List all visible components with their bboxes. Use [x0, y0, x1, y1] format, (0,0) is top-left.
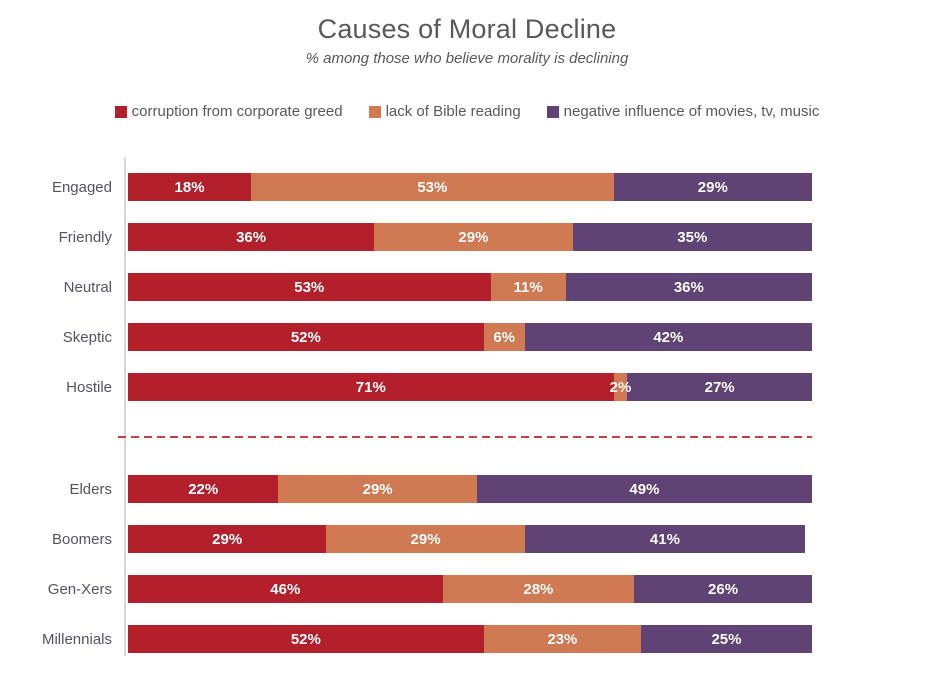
value-label: 23%: [547, 630, 578, 648]
bar-track: 52% 6% 42%: [128, 323, 812, 351]
stacked-bar-chart: Engaged 18% 53% 29% Friendly 36% 29% 35% Neutral…: [0, 157, 934, 664]
bar-segment-negative-influence-of-movies-tv-music: 26%: [634, 575, 812, 603]
value-label: 29%: [212, 530, 243, 548]
bar-row-hostile: Hostile 71% 2% 27%: [0, 362, 934, 412]
bar-segment-negative-influence-of-movies-tv-music: 49%: [476, 475, 812, 503]
value-label: 26%: [708, 580, 739, 598]
value-label: 28%: [523, 580, 554, 598]
value-label: 53%: [294, 278, 325, 296]
y-axis-line: [124, 157, 126, 656]
value-label: 53%: [417, 178, 448, 196]
legend-item-lack-of-bible-reading: lack of Bible reading: [368, 103, 521, 120]
bar-segment-negative-influence-of-movies-tv-music: 42%: [524, 323, 812, 351]
legend-swatch-icon: [368, 105, 381, 118]
value-label: 25%: [711, 630, 742, 648]
bar-row-neutral: Neutral 53% 11% 36%: [0, 262, 934, 312]
bar-row-gen-xers: Gen-Xers 46% 28% 26%: [0, 564, 934, 614]
legend-label: lack of Bible reading: [385, 103, 521, 120]
value-label: 29%: [410, 530, 441, 548]
value-label: 71%: [355, 378, 386, 396]
legend-item-negative-influence-of-movies-tv-music: negative influence of movies, tv, music: [546, 103, 820, 120]
chart-title: Causes of Moral Decline: [317, 14, 617, 44]
bar-segment-negative-influence-of-movies-tv-music: 27%: [627, 373, 812, 401]
value-label: 49%: [629, 480, 660, 498]
bar-row-elders: Elders 22% 29% 49%: [0, 464, 934, 514]
legend: corruption from corporate greed lack of B…: [0, 103, 934, 120]
bar-segment-corruption-from-corporate-greed: 52%: [128, 625, 484, 653]
group-divider-line: [118, 436, 812, 438]
bar-row-boomers: Boomers 29% 29% 41%: [0, 514, 934, 564]
value-label: 22%: [188, 480, 219, 498]
bar-segment-corruption-from-corporate-greed: 71%: [128, 373, 614, 401]
group-divider: [0, 412, 934, 464]
legend-swatch-icon: [546, 105, 559, 118]
legend-label: corruption from corporate greed: [131, 103, 343, 120]
bar-track: 36% 29% 35%: [128, 223, 812, 251]
bar-track: 46% 28% 26%: [128, 575, 812, 603]
value-label: 52%: [290, 328, 321, 346]
category-label: Gen-Xers: [47, 580, 112, 598]
bar-track: 22% 29% 49%: [128, 475, 812, 503]
bar-segment-lack-of-bible-reading: 29%: [374, 223, 573, 251]
legend-item-corruption-from-corporate-greed: corruption from corporate greed: [114, 103, 343, 120]
bar-segment-negative-influence-of-movies-tv-music: 41%: [524, 525, 806, 553]
value-label: 29%: [362, 480, 393, 498]
bar-row-engaged: Engaged 18% 53% 29%: [0, 162, 934, 212]
value-label: 35%: [677, 228, 708, 246]
category-label: Neutral: [63, 278, 112, 296]
bar-track: 18% 53% 29%: [128, 173, 812, 201]
bar-segment-corruption-from-corporate-greed: 29%: [128, 525, 327, 553]
category-label: Engaged: [51, 178, 112, 196]
bar-segment-lack-of-bible-reading: 23%: [483, 625, 641, 653]
value-label: 6%: [493, 328, 516, 346]
bar-track: 29% 29% 41%: [128, 525, 812, 553]
category-label: Skeptic: [62, 328, 112, 346]
bar-segment-negative-influence-of-movies-tv-music: 35%: [572, 223, 812, 251]
legend-label: negative influence of movies, tv, music: [563, 103, 820, 120]
chart-subtitle: % among those who believe morality is de…: [305, 50, 629, 67]
bar-segment-lack-of-bible-reading: 11%: [490, 273, 566, 301]
value-label: 36%: [236, 228, 267, 246]
value-label: 52%: [290, 630, 321, 648]
bar-track: 52% 23% 25%: [128, 625, 812, 653]
value-label: 46%: [270, 580, 301, 598]
bar-row-skeptic: Skeptic 52% 6% 42%: [0, 312, 934, 362]
value-label: 36%: [673, 278, 704, 296]
value-label: 27%: [704, 378, 735, 396]
bar-segment-negative-influence-of-movies-tv-music: 29%: [613, 173, 812, 201]
bar-segment-lack-of-bible-reading: 2%: [610, 373, 631, 401]
value-label: 41%: [649, 530, 680, 548]
bar-segment-corruption-from-corporate-greed: 52%: [128, 323, 484, 351]
category-label: Boomers: [51, 530, 112, 548]
bar-segment-corruption-from-corporate-greed: 53%: [128, 273, 491, 301]
value-label: 18%: [174, 178, 205, 196]
value-label: 29%: [697, 178, 728, 196]
value-label: 2%: [609, 378, 632, 396]
bar-segment-corruption-from-corporate-greed: 36%: [128, 223, 375, 251]
category-label: Hostile: [66, 378, 112, 396]
category-label: Millennials: [41, 630, 112, 648]
bar-segment-negative-influence-of-movies-tv-music: 25%: [640, 625, 812, 653]
bar-row-millennials: Millennials 52% 23% 25%: [0, 614, 934, 664]
category-label: Friendly: [58, 228, 112, 246]
bar-track: 71% 2% 27%: [128, 373, 812, 401]
bar-segment-lack-of-bible-reading: 6%: [483, 323, 525, 351]
value-label: 11%: [513, 278, 543, 296]
bar-track: 53% 11% 36%: [128, 273, 812, 301]
bar-segment-corruption-from-corporate-greed: 46%: [128, 575, 443, 603]
value-label: 42%: [653, 328, 684, 346]
bar-segment-lack-of-bible-reading: 29%: [326, 525, 525, 553]
bar-segment-lack-of-bible-reading: 28%: [442, 575, 635, 603]
bar-segment-lack-of-bible-reading: 53%: [251, 173, 614, 201]
bar-segment-corruption-from-corporate-greed: 18%: [128, 173, 252, 201]
bar-segment-lack-of-bible-reading: 29%: [278, 475, 477, 503]
bar-segment-corruption-from-corporate-greed: 22%: [128, 475, 279, 503]
category-label: Elders: [69, 480, 112, 498]
bar-row-friendly: Friendly 36% 29% 35%: [0, 212, 934, 262]
value-label: 29%: [458, 228, 489, 246]
chart-rows: Engaged 18% 53% 29% Friendly 36% 29% 35% Neutral…: [0, 162, 934, 664]
bar-segment-negative-influence-of-movies-tv-music: 36%: [565, 273, 812, 301]
legend-swatch-icon: [114, 105, 127, 118]
